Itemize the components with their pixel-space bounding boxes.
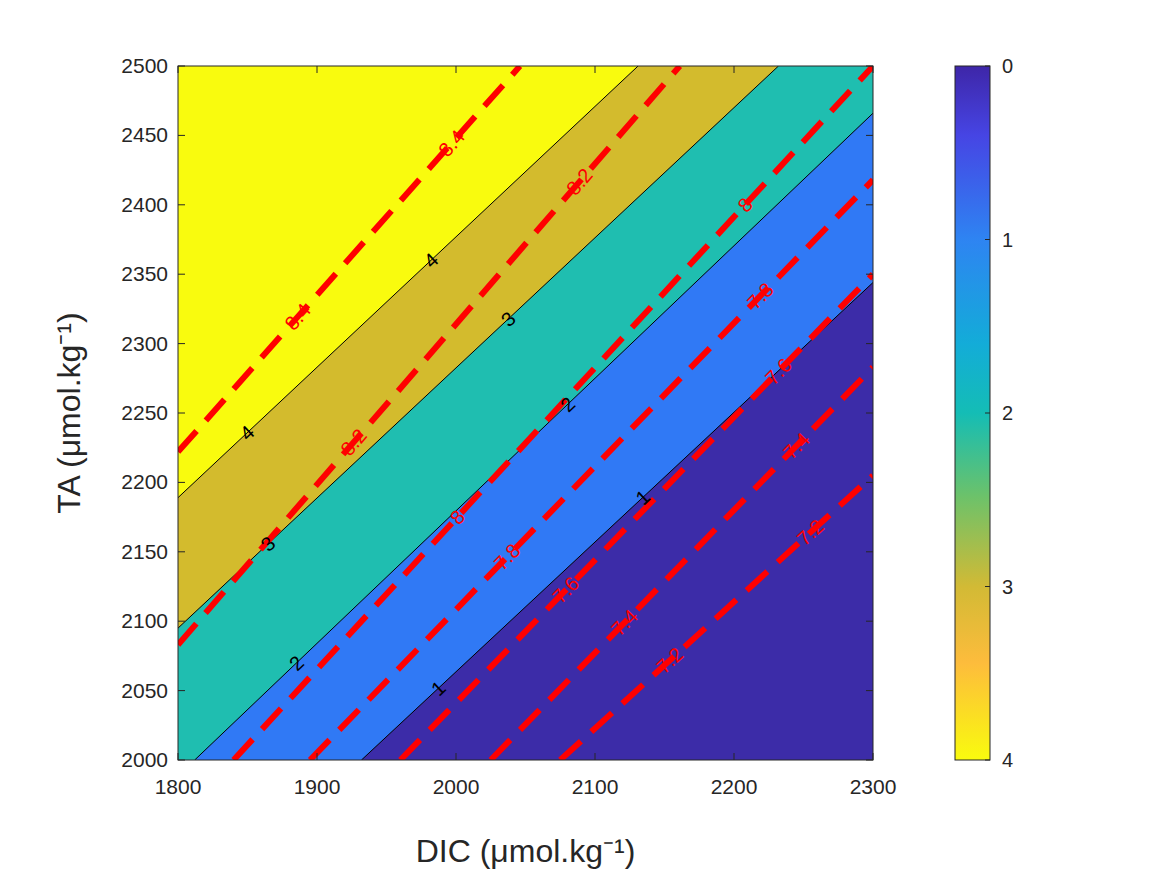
y-tick [866, 204, 873, 205]
y-tick-label: 2050 [121, 679, 168, 702]
y-tick-label: 2450 [121, 123, 168, 146]
y-tick [178, 621, 185, 622]
contour-label: 2 [556, 392, 579, 416]
x-tick [178, 753, 179, 760]
colorbar-tick [985, 586, 990, 587]
plot-area [178, 66, 873, 760]
x-tick [317, 753, 318, 760]
ph-contour-line [491, 367, 873, 760]
y-tick-label: 2150 [121, 540, 168, 563]
ph-contour-line [560, 475, 873, 760]
contour-label: 8.2 [562, 164, 597, 199]
contour-label: 8 [733, 193, 757, 216]
x-tick [734, 66, 735, 73]
contour-line [178, 66, 778, 628]
colorbar-tick-label: 4 [1002, 749, 1013, 771]
x-tick [873, 66, 874, 73]
contour-label: 7.2 [652, 643, 687, 678]
y-tick [866, 760, 873, 761]
colorbar-tick-label: 2 [1002, 402, 1013, 424]
x-tick [456, 66, 457, 73]
colorbar-tick [985, 239, 990, 240]
colorbar [955, 66, 990, 760]
contour-label: 8.4 [434, 125, 469, 160]
y-tick-label: 2250 [121, 401, 168, 424]
y-tick [866, 66, 873, 67]
contour-label: 7.6 [548, 572, 583, 607]
contour-label: 7.8 [490, 539, 525, 574]
band-fill [178, 66, 873, 760]
x-tick [595, 66, 596, 73]
contour-label: 4 [419, 248, 442, 272]
y-tick-label: 2000 [121, 748, 168, 771]
y-tick [866, 413, 873, 414]
x-tick [873, 753, 874, 760]
y-tick-label: 2200 [121, 470, 168, 493]
x-tick-label: 1800 [155, 775, 202, 798]
ph-contour-line [310, 180, 873, 760]
x-tick-label: 2300 [850, 775, 897, 798]
y-tick-label: 2300 [121, 332, 168, 355]
plot-frame [178, 66, 873, 760]
y-tick [178, 413, 185, 414]
y-tick [178, 343, 185, 344]
x-tick-label: 2200 [711, 775, 758, 798]
y-axis-label: TA (μmol.kg⁻¹) [51, 312, 87, 513]
y-tick [178, 204, 185, 205]
contour-label: 8.2 [336, 425, 371, 460]
contour-label: 2 [285, 651, 308, 675]
contour-label: 7.4 [779, 428, 814, 463]
x-tick [456, 753, 457, 760]
colorbar-tick [985, 66, 990, 67]
colorbar-tick [985, 760, 990, 761]
contour-line [178, 66, 638, 498]
y-tick-label: 2100 [121, 609, 168, 632]
contour-label: 8.4 [280, 299, 315, 334]
colorbar-tick-label: 1 [1002, 229, 1013, 251]
contour-label: 1 [427, 677, 450, 701]
x-tick [178, 66, 179, 73]
y-tick [178, 66, 185, 67]
x-tick-label: 2000 [433, 775, 480, 798]
colorbar-tick-label: 3 [1002, 576, 1013, 598]
ph-contour-line [178, 66, 520, 452]
contour-label: 3 [497, 307, 520, 331]
y-tick [866, 135, 873, 136]
y-tick [866, 482, 873, 483]
y-tick [178, 482, 185, 483]
colorbar-tick [985, 413, 990, 414]
y-tick [866, 343, 873, 344]
y-tick [866, 690, 873, 691]
x-tick [734, 753, 735, 760]
ph-contour-line [400, 274, 873, 760]
contour-label: 4 [235, 421, 258, 445]
y-tick [866, 551, 873, 552]
colorbar-tick-label: 0 [1002, 55, 1013, 77]
y-tick [178, 690, 185, 691]
ph-contour-line [234, 66, 873, 760]
y-tick [178, 274, 185, 275]
x-tick-label: 2100 [572, 775, 619, 798]
y-tick [178, 760, 185, 761]
x-tick [317, 66, 318, 73]
y-tick [866, 274, 873, 275]
contour-label: 7.8 [743, 278, 778, 313]
y-tick-label: 2350 [121, 262, 168, 285]
y-tick [178, 135, 185, 136]
x-tick-label: 1900 [294, 775, 341, 798]
contour-label: 7.4 [607, 605, 642, 640]
contour-label: 7.6 [761, 354, 796, 389]
y-tick-label: 2400 [121, 193, 168, 216]
contour-label: 3 [256, 532, 279, 556]
contour-label: 7.2 [793, 515, 828, 550]
y-tick [866, 621, 873, 622]
chart: 1 1 2 2 3 3 4 4 8.4 8.4 8.2 8.2 8 8 7.8 7.8 7.6 7.6 7.4 7.4… [0, 0, 1170, 878]
x-tick [595, 753, 596, 760]
y-tick-label: 2500 [121, 54, 168, 77]
contour-label: 8 [446, 506, 470, 529]
y-tick [178, 551, 185, 552]
contour-label: 1 [631, 486, 654, 510]
x-axis-label: DIC (μmol.kg⁻¹) [416, 833, 636, 869]
